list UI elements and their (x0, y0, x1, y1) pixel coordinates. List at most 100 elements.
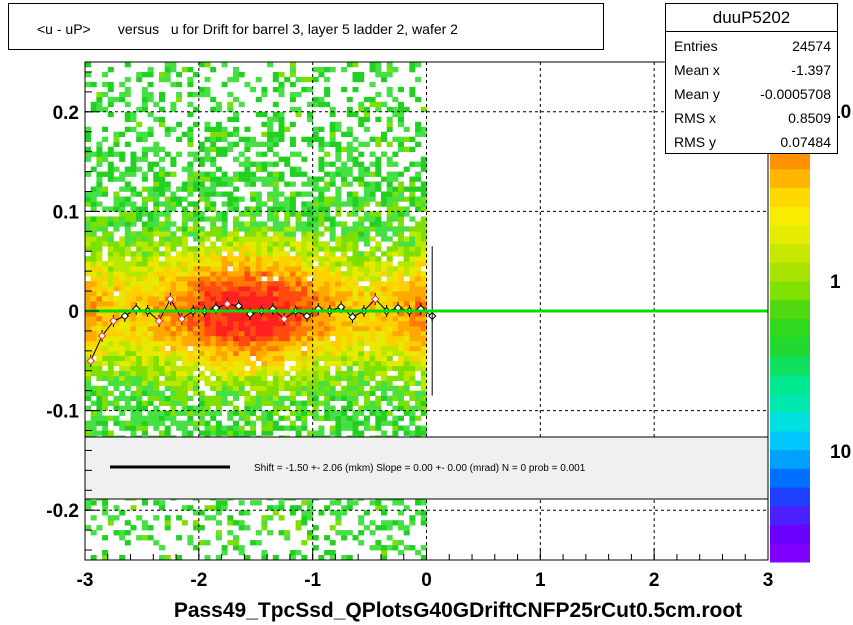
heatmap-cell (250, 246, 257, 252)
heatmap-cell (398, 550, 404, 556)
heatmap-cell (124, 340, 131, 347)
heatmap-cell (381, 340, 387, 347)
heatmap-cell (238, 281, 245, 287)
heatmap-cell (295, 520, 302, 526)
heatmap-cell (215, 555, 222, 561)
heatmap-cell (244, 281, 251, 287)
heatmap-cell (329, 355, 336, 362)
heatmap-cell (210, 330, 217, 337)
heatmap-cell (90, 221, 97, 227)
heatmap-cell (295, 550, 302, 556)
heatmap-cell (386, 276, 393, 282)
heatmap-cell (381, 286, 387, 292)
heatmap-cell (210, 335, 217, 342)
heatmap-cell (164, 555, 171, 561)
heatmap-cell (403, 296, 410, 302)
heatmap-cell (278, 340, 285, 347)
heatmap-cell (318, 206, 325, 212)
heatmap-cell (119, 206, 126, 212)
heatmap-cell (181, 271, 188, 277)
heatmap-cell (130, 316, 137, 322)
heatmap-cell (363, 296, 370, 302)
heatmap-cell (341, 345, 348, 352)
heatmap-cell (312, 405, 319, 411)
heatmap-cell (284, 216, 291, 222)
heatmap-cell (358, 166, 365, 172)
heatmap-cell (335, 151, 342, 157)
heatmap-cell (233, 390, 239, 396)
palette-swatch (770, 224, 810, 245)
heatmap-cell (159, 360, 165, 367)
heatmap-cell (346, 286, 353, 292)
heatmap-cell (153, 181, 160, 187)
heatmap-cell (255, 151, 262, 157)
heatmap-cell (119, 335, 126, 342)
heatmap-cell (233, 281, 239, 287)
heatmap-cell (358, 515, 365, 521)
heatmap-cell (312, 206, 319, 212)
heatmap-cell (159, 146, 165, 152)
heatmap-cell (136, 415, 143, 421)
heatmap-cell (96, 296, 103, 302)
heatmap-cell (278, 415, 285, 421)
heatmap-cell (159, 296, 165, 302)
heatmap-cell (307, 316, 313, 322)
heatmap-cell (261, 360, 268, 367)
heatmap-cell (409, 340, 416, 347)
heatmap-cell (124, 520, 131, 526)
heatmap-cell (278, 221, 285, 227)
heatmap-cell (386, 286, 393, 292)
heatmap-cell (124, 530, 131, 536)
heatmap-cell (136, 136, 143, 142)
heatmap-cell (102, 216, 109, 222)
heatmap-cell (381, 375, 387, 381)
heatmap-cell (210, 206, 217, 212)
heatmap-cell (312, 350, 319, 357)
heatmap-cell (420, 360, 427, 367)
heatmap-cell (181, 261, 188, 267)
heatmap-cell (210, 226, 217, 232)
heatmap-cell (278, 301, 285, 307)
heatmap-cell (312, 291, 319, 297)
heatmap-cell (170, 340, 177, 347)
heatmap-cell (369, 256, 376, 262)
heatmap-cell (124, 325, 131, 332)
heatmap-cell (124, 186, 131, 192)
heatmap-cell (90, 291, 97, 297)
heatmap-cell (375, 360, 382, 367)
heatmap-cell (147, 325, 154, 332)
heatmap-cell (255, 96, 262, 103)
heatmap-cell (318, 246, 325, 252)
heatmap-cell (386, 186, 393, 192)
heatmap-cell (215, 281, 222, 287)
heatmap-cell (187, 271, 194, 277)
heatmap-cell (130, 420, 137, 426)
heatmap-cell (221, 395, 228, 401)
heatmap-cell (307, 535, 313, 541)
heatmap-cell (352, 395, 359, 401)
heatmap-cell (369, 545, 376, 551)
heatmap-cell (141, 340, 148, 347)
heatmap-cell (403, 330, 410, 337)
heatmap-cell (403, 380, 410, 386)
heatmap-cell (341, 166, 348, 172)
heatmap-cell (227, 385, 234, 391)
heatmap-cell (301, 355, 308, 362)
heatmap-cell (358, 335, 365, 342)
chart-title: <u - uP> versus u for Drift for barrel 3… (37, 21, 458, 37)
heatmap-cell (341, 161, 348, 167)
heatmap-cell (159, 176, 165, 182)
heatmap-cell (187, 301, 194, 307)
stat-mean-y: Mean y -0.0005708 (666, 83, 837, 107)
heatmap-cell (141, 296, 148, 302)
heatmap-cell (329, 236, 336, 242)
heatmap-cell (289, 350, 296, 357)
heatmap-cell (284, 425, 291, 431)
heatmap-cell (352, 325, 359, 332)
heatmap-cell (318, 291, 325, 297)
heatmap-cell (324, 201, 331, 207)
heatmap-cell (96, 316, 103, 322)
heatmap-cell (90, 370, 97, 377)
heatmap-cell (210, 141, 217, 147)
heatmap-cell (284, 126, 291, 132)
